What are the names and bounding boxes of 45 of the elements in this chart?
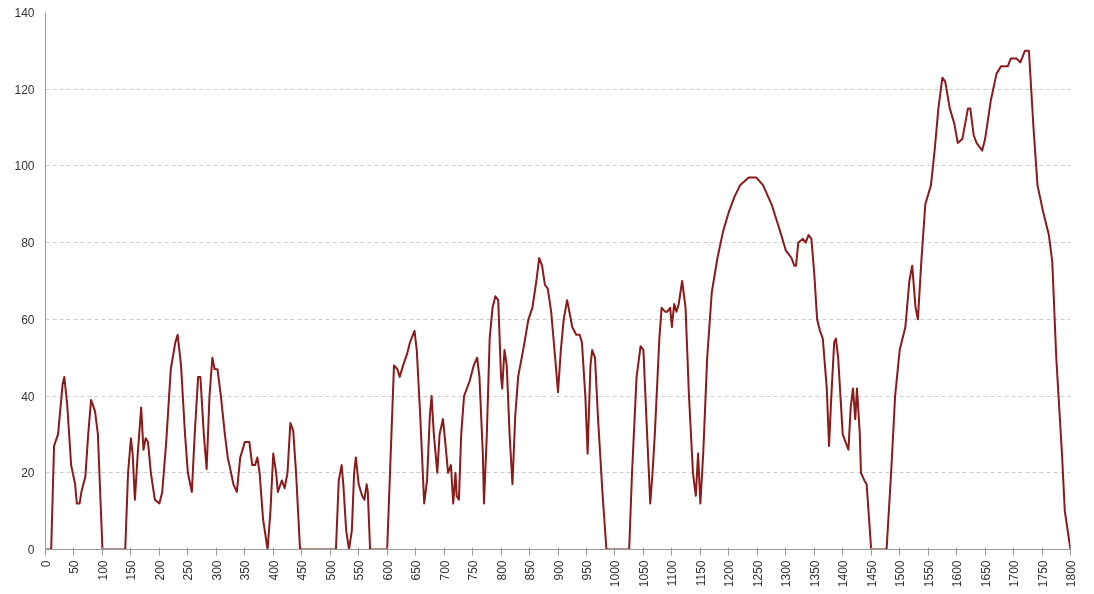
x-tick-label: 800	[494, 560, 509, 581]
x-tick-label: 1650	[978, 560, 993, 588]
x-tick-label: 550	[352, 560, 367, 581]
x-tick-label: 300	[209, 560, 224, 581]
x-tick-label: 0	[39, 560, 53, 568]
x-tick-label: 1750	[1035, 560, 1050, 588]
y-tick-label: 40	[21, 389, 35, 404]
x-tick-label: 1700	[1007, 560, 1022, 588]
y-tick-label: 140	[14, 6, 35, 20]
x-tick-label: 1150	[693, 560, 708, 587]
x-tick-label: 1000	[608, 560, 623, 588]
x-tick-label: 1300	[779, 560, 794, 588]
x-tick-label: 950	[579, 560, 594, 581]
y-tick-label: 20	[21, 466, 35, 481]
x-tick-label: 700	[437, 560, 452, 581]
y-tick-label: 80	[21, 236, 35, 251]
x-tick-label: 600	[380, 560, 395, 581]
x-tick-label: 1100	[665, 560, 680, 587]
x-tick-label: 750	[466, 560, 481, 581]
x-tick-label: 1350	[807, 560, 822, 588]
x-tick-label: 1600	[950, 560, 965, 588]
x-tick-label: 50	[67, 560, 82, 574]
x-tick-label: 1250	[750, 560, 765, 588]
x-tick-label: 100	[95, 560, 110, 581]
x-tick-label: 1050	[636, 560, 651, 588]
x-tick-label: 1200	[722, 560, 737, 588]
y-tick-label: 0	[27, 543, 35, 557]
x-tick-label: 650	[409, 560, 424, 581]
x-tick-label: 1450	[864, 560, 879, 588]
x-tick-label: 1800	[1064, 560, 1078, 588]
x-tick-label: 1550	[921, 560, 936, 588]
x-tick-label: 1500	[893, 560, 908, 588]
x-tick-label: 450	[295, 560, 310, 581]
x-tick-label: 250	[181, 560, 196, 581]
x-tick-label: 200	[152, 560, 167, 581]
x-tick-label: 350	[238, 560, 253, 581]
y-tick-label: 120	[14, 82, 35, 97]
x-tick-label: 400	[266, 560, 281, 581]
x-tick-label: 150	[124, 560, 139, 581]
x-tick-label: 500	[323, 560, 338, 581]
x-tick-label: 900	[551, 560, 566, 581]
y-tick-label: 60	[21, 312, 35, 327]
y-tick-label: 100	[14, 159, 35, 174]
x-tick-label: 850	[523, 560, 538, 581]
x-tick-label: 1400	[836, 560, 851, 588]
